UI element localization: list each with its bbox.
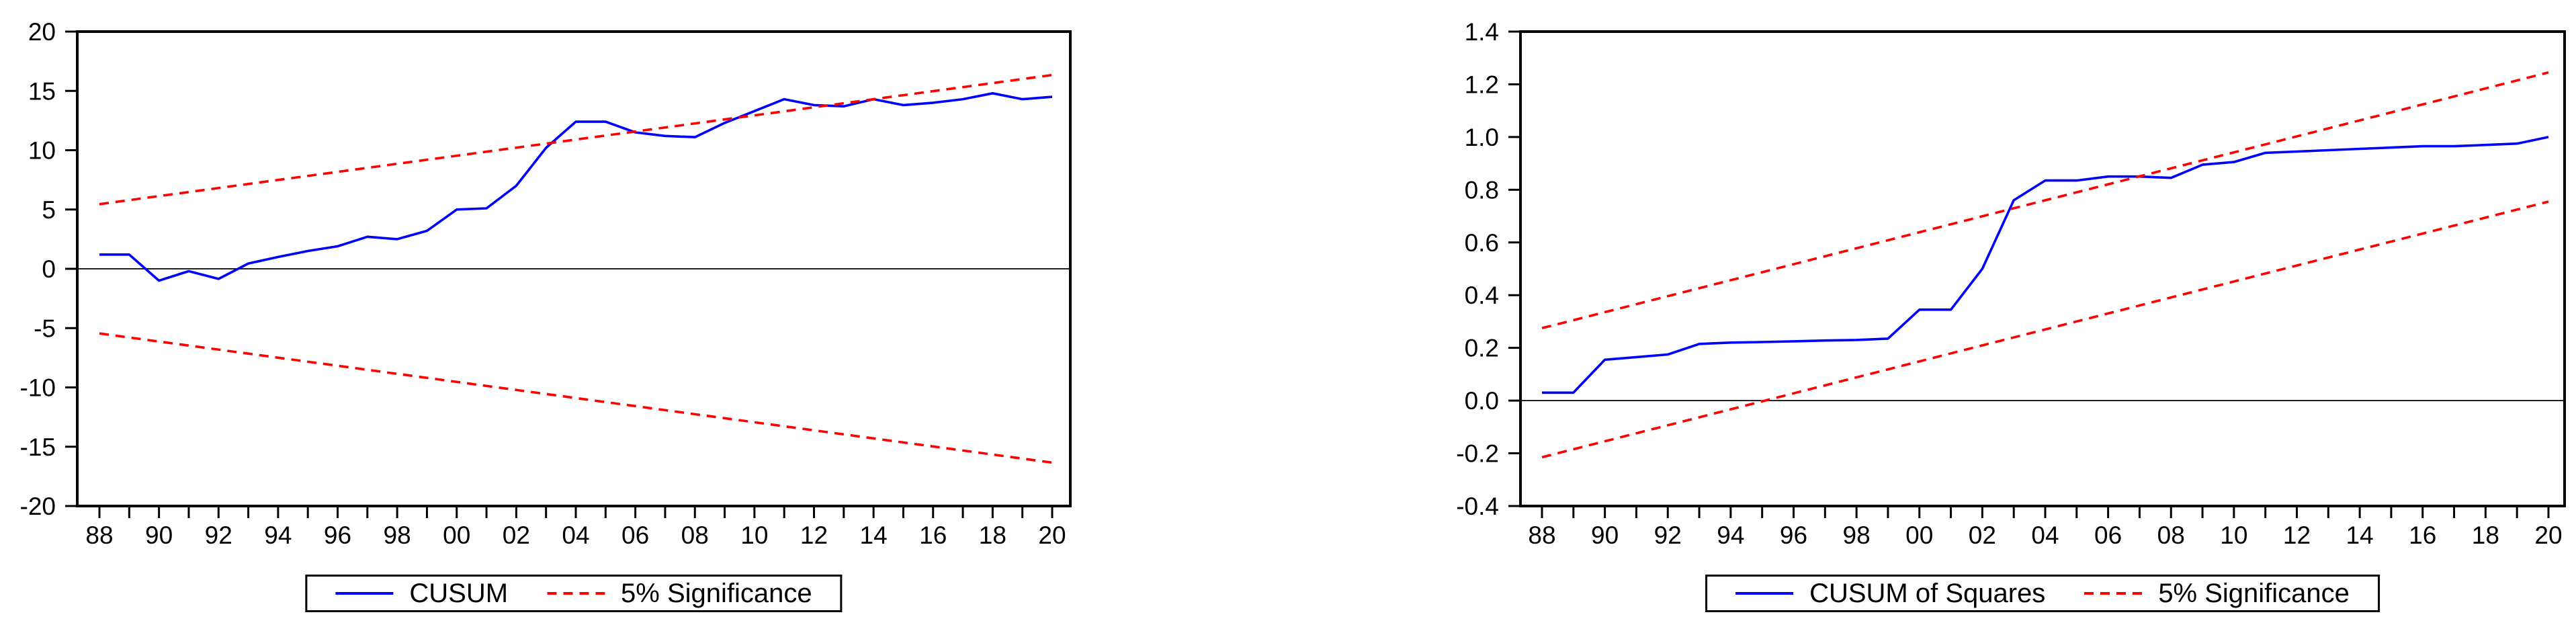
x-tick-label: 12 <box>800 521 828 549</box>
y-tick-label: 1.4 <box>1465 18 1499 46</box>
x-tick-label: 16 <box>919 521 947 549</box>
x-tick-label: 20 <box>1038 521 1066 549</box>
x-tick-label: 88 <box>1528 521 1555 549</box>
x-tick-label: 02 <box>503 521 530 549</box>
x-tick-label: 96 <box>1780 521 1807 549</box>
x-tick-label: 18 <box>979 521 1006 549</box>
y-tick-label: 0.6 <box>1465 229 1499 257</box>
5-significance-upper-line <box>1541 71 2549 330</box>
cusum-line <box>99 92 1053 282</box>
y-tick-label: -5 <box>34 314 56 342</box>
x-tick-label: 90 <box>145 521 173 549</box>
significance-line-sample <box>547 592 605 595</box>
x-tick-label: 98 <box>1843 521 1871 549</box>
x-tick-label: 06 <box>2094 521 2122 549</box>
5-significance-lower-line <box>99 332 1053 464</box>
5-significance-lower-line <box>1541 200 2549 459</box>
x-tick-label: 14 <box>860 521 888 549</box>
y-tick-label: 1.2 <box>1465 71 1499 98</box>
x-tick-label: 12 <box>2283 521 2311 549</box>
x-tick-label: 18 <box>2472 521 2499 549</box>
y-tick-label: 0.0 <box>1465 387 1499 415</box>
chart-cusum: 88 90 92 94 96 98 00 02 04 06 08 10 12 14 16 18 20 20 15 10… <box>20 18 1072 549</box>
x-tick-label: 92 <box>1654 521 1682 549</box>
significance-line-sample-2 <box>2084 592 2143 595</box>
x-tick-label: 20 <box>2534 521 2562 549</box>
x-tick-label: 08 <box>681 521 709 549</box>
cusum-line-sample <box>335 592 394 595</box>
y-tick-label: -15 <box>20 433 56 461</box>
legend-entry-cusum-of-squares: CUSUM of Squares <box>1735 580 2045 607</box>
x-tick-label: 14 <box>2346 521 2374 549</box>
y-tick-label: 0.8 <box>1465 176 1499 204</box>
y-tick-label: 0.4 <box>1465 282 1499 309</box>
x-tick-label: 94 <box>264 521 292 549</box>
legend-label-significance-2: 5% Significance <box>2158 579 2350 608</box>
x-tick-label: 90 <box>1591 521 1619 549</box>
x-tick-label: 02 <box>1969 521 1996 549</box>
x-tick-label: 88 <box>85 521 113 549</box>
legend-label-significance: 5% Significance <box>621 579 812 608</box>
plot-border <box>1519 30 2566 507</box>
x-tick-label: 04 <box>562 521 589 549</box>
x-tick-label: 94 <box>1717 521 1744 549</box>
y-tick-label: 20 <box>28 18 56 46</box>
legend-entry-significance: 5% Significance <box>547 580 812 607</box>
x-tick-label: 04 <box>2031 521 2059 549</box>
cusum-of-squares-line-sample <box>1735 592 1794 595</box>
legend-cusum-of-squares: CUSUM of Squares 5% Significance <box>1705 575 2380 612</box>
y-tick-label: -20 <box>20 493 56 520</box>
y-tick-label: -0.4 <box>1456 493 1499 520</box>
x-tick-label: 10 <box>2220 521 2247 549</box>
x-tick-label: 16 <box>2409 521 2436 549</box>
y-tick-label: 0.2 <box>1465 335 1499 362</box>
x-tick-label: 08 <box>2157 521 2185 549</box>
legend-label-cusum-of-squares: CUSUM of Squares <box>1809 579 2046 608</box>
y-tick-label: 1.0 <box>1465 124 1499 151</box>
y-tick-label: 10 <box>28 137 56 165</box>
legend-entry-significance-2: 5% Significance <box>2084 580 2350 607</box>
y-tick-label: -0.2 <box>1456 440 1499 468</box>
y-tick-label: -10 <box>20 374 56 402</box>
x-tick-label: 00 <box>1905 521 1933 549</box>
5-significance-upper-line <box>99 73 1053 206</box>
x-tick-label: 06 <box>621 521 649 549</box>
x-tick-label: 98 <box>384 521 411 549</box>
x-tick-label: 96 <box>324 521 351 549</box>
cusum-of-squares-line <box>1542 136 2549 394</box>
legend-label-cusum: CUSUM <box>409 579 509 608</box>
y-tick-label: 0 <box>42 255 56 283</box>
x-tick-label: 10 <box>740 521 768 549</box>
legend-entry-cusum: CUSUM <box>335 580 508 607</box>
legend-cusum: CUSUM 5% Significance <box>305 575 843 612</box>
chart-cusum-of-squares: 88 90 92 94 96 98 00 02 04 06 08 10 12 14 16 18 20 1.4 1.2… <box>1456 18 2566 549</box>
y-tick-label: 15 <box>28 77 56 105</box>
x-tick-label: 00 <box>443 521 470 549</box>
y-tick-label: 5 <box>42 196 56 224</box>
x-tick-label: 92 <box>205 521 232 549</box>
